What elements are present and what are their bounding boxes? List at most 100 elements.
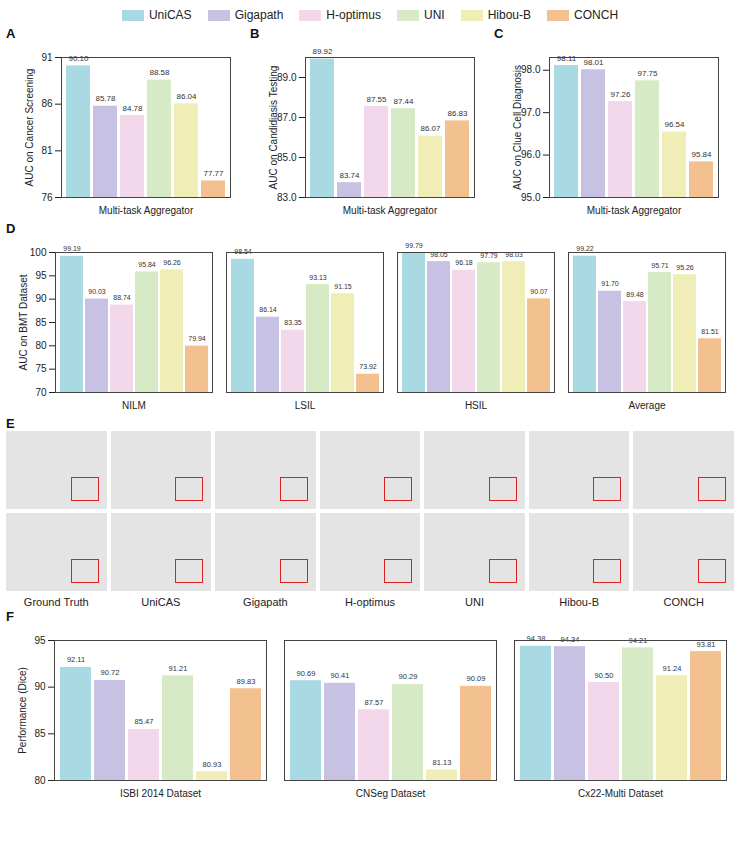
- svg-text:90: 90: [34, 681, 46, 692]
- svg-text:100: 100: [30, 247, 47, 258]
- svg-text:87.55: 87.55: [366, 95, 387, 104]
- svg-text:92.11: 92.11: [67, 655, 85, 664]
- svg-text:90.07: 90.07: [530, 288, 548, 295]
- svg-text:85.47: 85.47: [135, 717, 154, 726]
- svg-text:85: 85: [34, 728, 46, 739]
- svg-text:90.10: 90.10: [68, 54, 89, 63]
- html-text:UniCAS: UniCAS: [148, 8, 192, 22]
- svg-text:Multi-task Aggregator: Multi-task Aggregator: [343, 205, 438, 216]
- svg-text:Multi-task Aggregator: Multi-task Aggregator: [99, 205, 194, 216]
- svg-text:77.77: 77.77: [203, 169, 224, 178]
- svg-text:90.03: 90.03: [88, 288, 106, 295]
- svg-text:98.05: 98.05: [430, 251, 448, 258]
- svg-text:95.84: 95.84: [138, 261, 156, 268]
- svg-text:Performance (Dice): Performance (Dice): [17, 667, 28, 754]
- svg-text:81.51: 81.51: [701, 328, 719, 335]
- svg-text:76: 76: [41, 192, 53, 203]
- svg-text:AUC on Candidiasis Testing: AUC on Candidiasis Testing: [268, 66, 279, 190]
- svg-text:75: 75: [35, 363, 47, 374]
- svg-text:95.71: 95.71: [651, 262, 669, 269]
- svg-text:86: 86: [41, 98, 53, 109]
- html-text:H-optimus: H-optimus: [326, 8, 381, 22]
- svg-text:CNSeg Dataset: CNSeg Dataset: [356, 788, 426, 799]
- svg-text:AUC on BMT Dataset: AUC on BMT Dataset: [18, 274, 29, 370]
- svg-text:70: 70: [35, 387, 47, 398]
- svg-text:LSIL: LSIL: [295, 400, 316, 411]
- svg-text:96.18: 96.18: [455, 259, 473, 266]
- svg-text:91.21: 91.21: [169, 664, 188, 673]
- svg-text:80.93: 80.93: [203, 760, 222, 769]
- svg-text:Multi-task Aggregator: Multi-task Aggregator: [587, 205, 682, 216]
- svg-text:95.84: 95.84: [691, 150, 712, 159]
- svg-text:AUC on Cancer Screening: AUC on Cancer Screening: [24, 69, 35, 187]
- svg-text:HSIL: HSIL: [465, 400, 488, 411]
- svg-text:88.74: 88.74: [113, 294, 131, 301]
- svg-text:87.0: 87.0: [277, 112, 297, 123]
- svg-text:93.13: 93.13: [309, 274, 327, 281]
- svg-text:81: 81: [41, 145, 53, 156]
- svg-text:85.78: 85.78: [95, 94, 116, 103]
- svg-text:73.92: 73.92: [359, 363, 377, 370]
- svg-text:95.26: 95.26: [676, 264, 694, 271]
- svg-text:98.0: 98.0: [521, 64, 541, 75]
- svg-text:90.41: 90.41: [331, 671, 350, 680]
- svg-text:NILM: NILM: [122, 400, 146, 411]
- svg-text:91.15: 91.15: [334, 283, 352, 290]
- svg-text:83.74: 83.74: [339, 171, 360, 180]
- svg-text:89.92: 89.92: [312, 47, 333, 56]
- svg-text:95.0: 95.0: [521, 192, 541, 203]
- svg-text:Cx22-Multi Dataset: Cx22-Multi Dataset: [578, 788, 663, 799]
- svg-text:80: 80: [35, 340, 47, 351]
- svg-text:90.09: 90.09: [467, 674, 486, 683]
- svg-text:94.38: 94.38: [527, 634, 546, 643]
- svg-text:96.0: 96.0: [521, 149, 541, 160]
- svg-text:96.26: 96.26: [163, 259, 181, 266]
- svg-text:80: 80: [34, 775, 46, 786]
- svg-text:90.72: 90.72: [101, 668, 120, 677]
- svg-text:89.0: 89.0: [277, 72, 297, 83]
- svg-text:89.83: 89.83: [237, 677, 256, 686]
- svg-text:85: 85: [35, 317, 47, 328]
- svg-text:91: 91: [41, 52, 53, 63]
- html-text:Gigapath: Gigapath: [234, 8, 284, 22]
- svg-text:97.26: 97.26: [610, 90, 631, 99]
- svg-text:97.75: 97.75: [637, 69, 658, 78]
- svg-text:97.0: 97.0: [521, 107, 541, 118]
- svg-text:87.57: 87.57: [365, 698, 384, 707]
- html-text:Hibou-B: Hibou-B: [487, 8, 531, 22]
- svg-text:Average: Average: [628, 400, 666, 411]
- svg-text:91.24: 91.24: [663, 664, 682, 673]
- svg-text:96.54: 96.54: [664, 120, 685, 129]
- svg-text:83.0: 83.0: [277, 192, 297, 203]
- svg-text:86.83: 86.83: [447, 109, 468, 118]
- svg-text:98.11: 98.11: [557, 54, 577, 63]
- svg-text:95: 95: [34, 635, 46, 646]
- svg-text:99.79: 99.79: [405, 242, 423, 249]
- svg-text:85.0: 85.0: [277, 152, 297, 163]
- svg-text:98.03: 98.03: [505, 251, 523, 258]
- svg-text:79.94: 79.94: [188, 335, 206, 342]
- svg-text:89.48: 89.48: [626, 291, 644, 298]
- svg-text:99.22: 99.22: [576, 245, 594, 252]
- svg-text:88.58: 88.58: [149, 68, 170, 77]
- svg-text:86.04: 86.04: [176, 92, 197, 101]
- svg-text:90.50: 90.50: [595, 671, 614, 680]
- svg-text:90.29: 90.29: [399, 672, 418, 681]
- html-text:UNI: UNI: [424, 8, 445, 22]
- svg-text:98.54: 98.54: [234, 248, 252, 255]
- svg-text:86.07: 86.07: [420, 124, 441, 133]
- svg-text:94.34: 94.34: [561, 635, 580, 644]
- svg-text:86.14: 86.14: [259, 306, 277, 313]
- svg-text:87.44: 87.44: [393, 97, 414, 106]
- svg-text:95: 95: [35, 270, 47, 281]
- svg-text:ISBI 2014 Dataset: ISBI 2014 Dataset: [120, 788, 201, 799]
- svg-text:99.19: 99.19: [63, 245, 81, 252]
- svg-text:81.13: 81.13: [433, 758, 452, 767]
- svg-text:90: 90: [35, 293, 47, 304]
- svg-text:84.78: 84.78: [122, 104, 143, 113]
- svg-text:98.01: 98.01: [583, 58, 604, 67]
- svg-text:AUC on Clue Cell Diagnosis: AUC on Clue Cell Diagnosis: [512, 65, 523, 190]
- svg-text:91.70: 91.70: [601, 280, 619, 287]
- svg-text:83.35: 83.35: [284, 319, 302, 326]
- svg-text:90.69: 90.69: [297, 669, 316, 678]
